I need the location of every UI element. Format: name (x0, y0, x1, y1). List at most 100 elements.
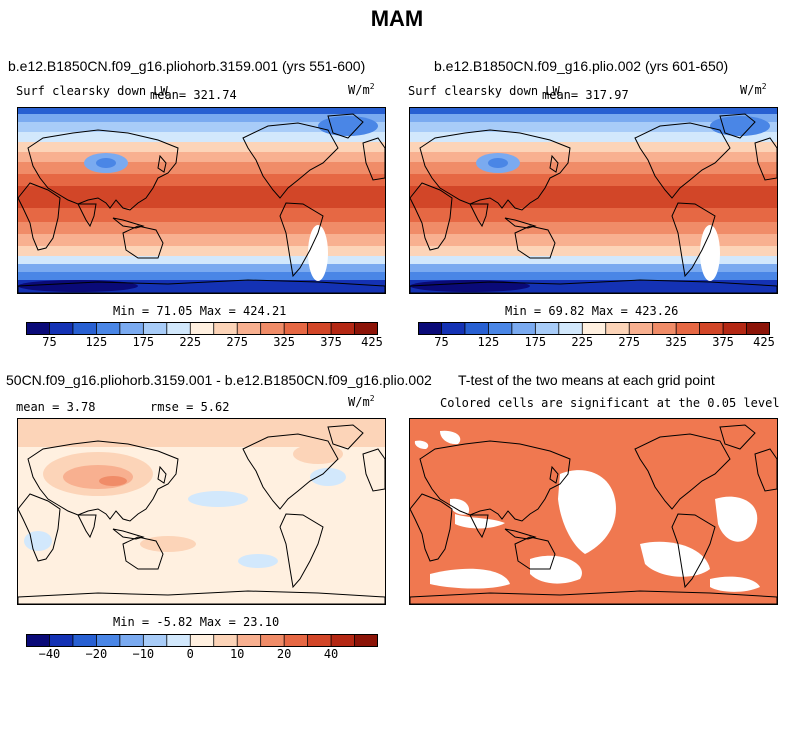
field-band (18, 122, 385, 132)
colorbar-swatch (49, 634, 74, 647)
colorbar-frame (418, 322, 770, 335)
coastline (754, 448, 777, 492)
colorbar-tick-label: 325 (273, 335, 295, 349)
colorbar-swatch (354, 634, 378, 647)
colorbar-swatch (142, 634, 168, 647)
colorbar-swatch (26, 322, 51, 335)
field-feature (188, 491, 248, 507)
colorbar-swatch (72, 634, 98, 647)
field-band (410, 256, 777, 264)
colorbar-swatch (26, 634, 51, 647)
panel-3-title: 50CN.f09_g16.pliohorb.3159.001 - b.e12.B… (6, 372, 432, 388)
non-significant-area (414, 440, 429, 449)
coastline (327, 424, 364, 450)
panel-4-subtitle: Colored cells are significant at the 0.0… (440, 396, 780, 410)
field-band (410, 222, 777, 234)
coastline (18, 590, 385, 604)
colorbar-swatch (119, 634, 145, 647)
field-feature (99, 476, 127, 486)
non-significant-area (430, 568, 510, 589)
map-canvas (410, 419, 777, 604)
colorbar-swatch (418, 322, 443, 335)
colorbar-swatch (605, 322, 631, 335)
colorbar-tick-label: 325 (665, 335, 687, 349)
colorbar-swatch (96, 634, 121, 647)
colorbar-tick-label: 75 (42, 335, 57, 349)
colorbar-tick-label: 275 (618, 335, 641, 349)
colorbar-swatch (581, 322, 607, 335)
colorbar-swatch (166, 634, 192, 647)
coastline (77, 203, 97, 228)
coastline (362, 448, 385, 492)
panel-1-units: W/m2 (348, 82, 375, 97)
coastline (410, 590, 777, 604)
field-feature (710, 116, 770, 136)
colorbar-swatch (354, 322, 378, 335)
colorbar-tick-label: 0 (186, 647, 194, 661)
panel-2-variable: Surf clearsky down LW (408, 84, 560, 98)
field-band (410, 108, 777, 114)
colorbar-tick-label: 225 (179, 335, 202, 349)
colorbar-swatch (488, 322, 513, 335)
figure-title: MAM (370, 6, 424, 31)
coastline (514, 225, 556, 259)
colorbar-swatch (96, 322, 121, 335)
panel-1-mean: mean= 321.74 (150, 88, 237, 102)
colorbar-swatch (441, 322, 466, 335)
colorbar-tick-label: 75 (434, 335, 449, 349)
colorbar-swatch (558, 322, 584, 335)
coastline (27, 440, 179, 522)
panel-2-colorbar (418, 322, 770, 335)
coastline (18, 493, 61, 562)
coastline (157, 154, 167, 173)
colorbar-swatch (213, 322, 239, 335)
panel-1-variable: Surf clearsky down LW (16, 84, 168, 98)
colorbar-tick-label: 40 (323, 647, 339, 661)
colorbar-swatch (464, 322, 490, 335)
panel-3-map (17, 418, 386, 605)
coastline (279, 202, 324, 278)
colorbar-tick-label: 125 (477, 335, 500, 349)
field-band (18, 246, 385, 256)
colorbar-tick-label: 275 (226, 335, 249, 349)
field-feature (293, 444, 343, 464)
field-band (18, 152, 385, 162)
coastline (122, 536, 164, 570)
field-feature (308, 225, 328, 281)
field-band (410, 152, 777, 162)
colorbar-swatch (699, 322, 724, 335)
colorbar-tick-label: 425 (361, 335, 383, 349)
colorbar-swatch (283, 634, 309, 647)
field-feature (238, 554, 278, 568)
panel-3-units: W/m2 (348, 394, 375, 409)
panel-1-colorbar (26, 322, 378, 335)
colorbar-swatch (746, 322, 770, 335)
colorbar-tick-label: 175 (132, 335, 155, 349)
coastline (327, 113, 364, 139)
map-canvas (410, 108, 777, 293)
field-feature (24, 531, 52, 551)
colorbar-swatch (511, 322, 537, 335)
panel-4-map (409, 418, 778, 605)
field-band (18, 256, 385, 264)
field-band (410, 186, 777, 208)
panel-2-minmax: Min = 69.82 Max = 423.26 (505, 304, 679, 318)
coastline (504, 217, 537, 229)
coastline (410, 279, 777, 293)
colorbar-swatch (722, 322, 748, 335)
coastline (504, 528, 537, 540)
colorbar-swatch (189, 634, 215, 647)
non-significant-area (715, 496, 758, 542)
field-feature (410, 280, 530, 292)
colorbar-frame (26, 634, 378, 647)
colorbar-swatch (72, 322, 98, 335)
coastline (112, 217, 145, 229)
panel-3-colorbar (26, 634, 378, 647)
colorbar-tick-label: −40 (38, 647, 61, 661)
coastline (18, 182, 61, 251)
colorbar-swatch (307, 634, 332, 647)
field-band (410, 132, 777, 142)
panel-3-colorbar-ticks: −40 −20 −10 0 10 20 40 (26, 647, 378, 663)
field-band (18, 264, 385, 272)
colorbar-swatch (330, 634, 356, 647)
